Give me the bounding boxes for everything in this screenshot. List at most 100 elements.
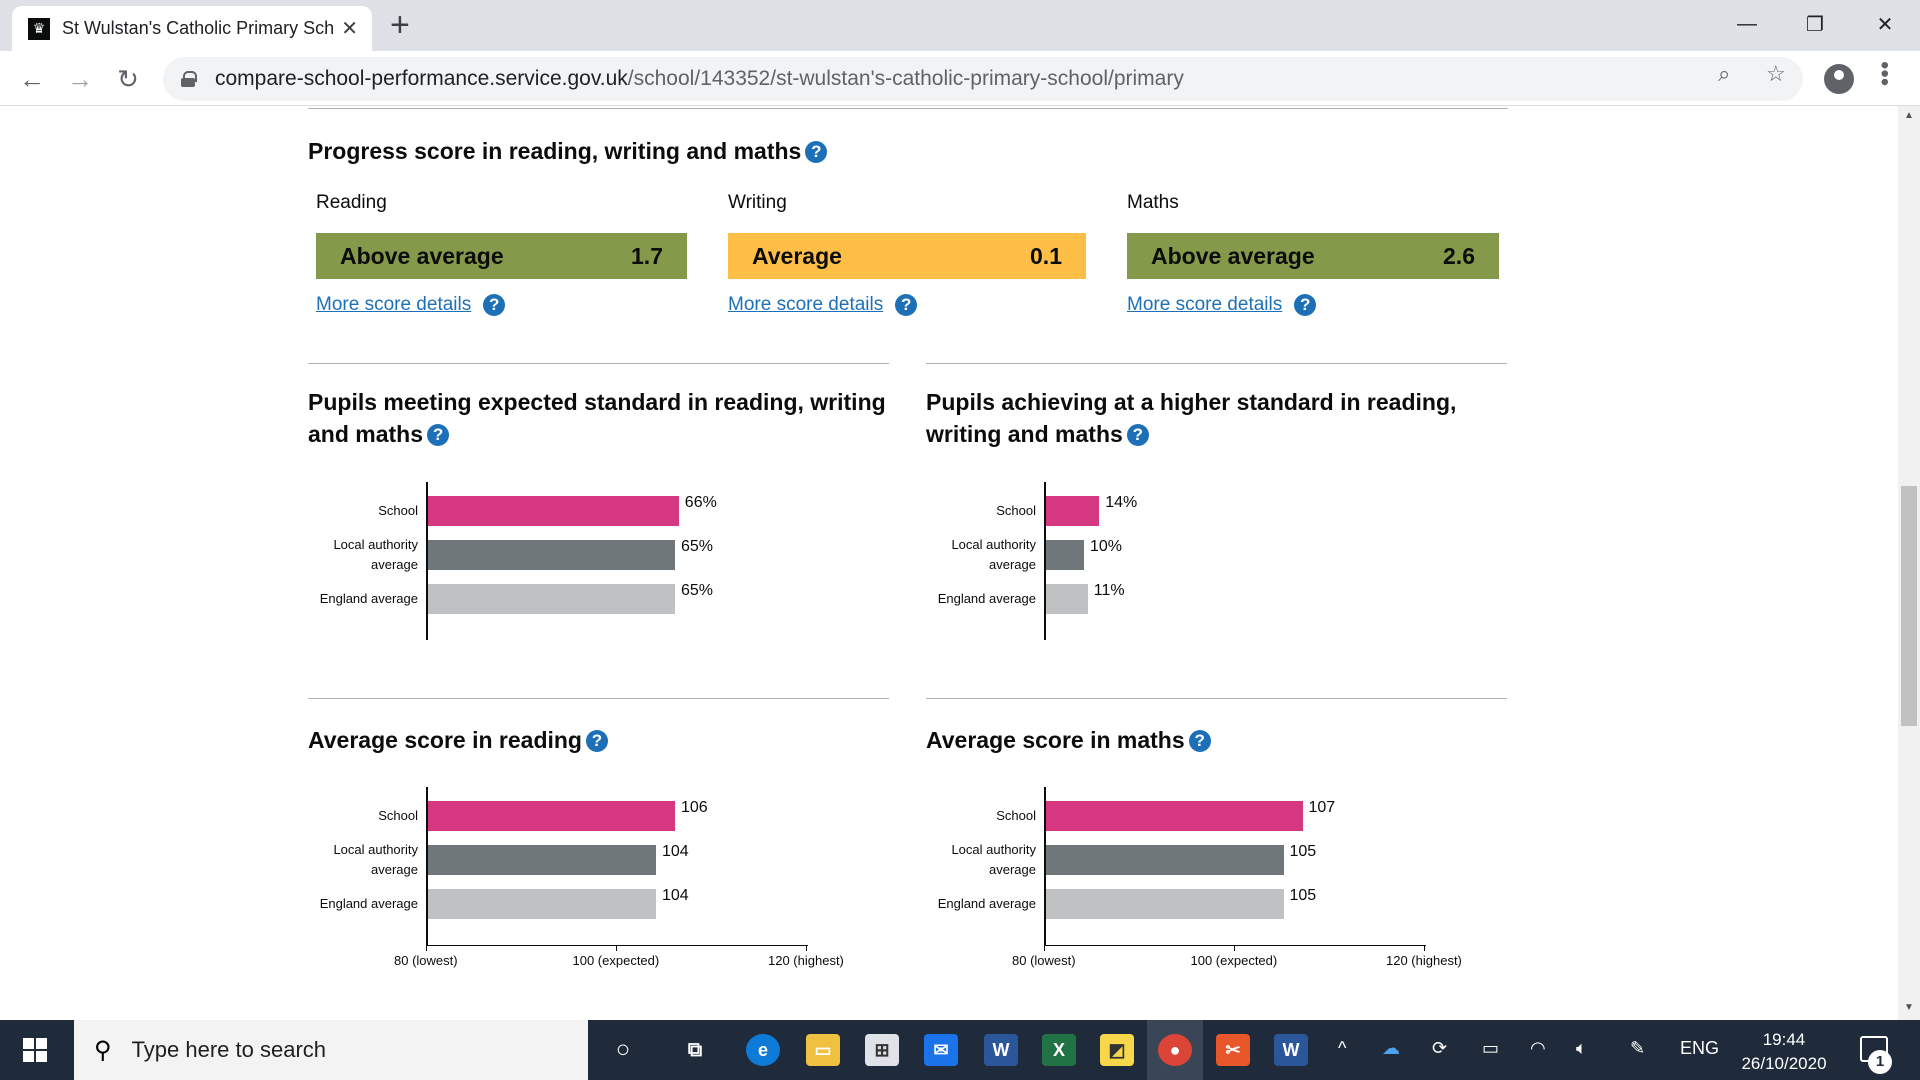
- bar-england: [1046, 889, 1284, 919]
- url-text[interactable]: compare-school-performance.service.gov.u…: [215, 67, 1184, 91]
- page-content: Progress score in reading, writing and m…: [0, 106, 1898, 1020]
- x-tick-label: 120 (highest): [768, 953, 844, 968]
- divider: [308, 698, 889, 699]
- help-icon[interactable]: ?: [805, 141, 828, 163]
- category-label-line: England average: [319, 591, 418, 606]
- category-label-line: average: [989, 557, 1036, 572]
- help-icon[interactable]: ?: [895, 294, 918, 316]
- chart-3-title: Average score in reading?: [308, 724, 608, 756]
- category-label-local-authority: Local authority average: [926, 535, 1036, 575]
- writing-more-link[interactable]: More score details?: [728, 294, 918, 316]
- volume-icon[interactable]: 🔈︎: [1576, 1038, 1587, 1058]
- wifi-icon[interactable]: ◠: [1530, 1038, 1546, 1058]
- chrome-icon[interactable]: ●: [1158, 1034, 1192, 1066]
- scroll-thumb[interactable]: [1901, 486, 1917, 726]
- forward-arrow-icon[interactable]: →: [67, 63, 93, 94]
- taskbar-search-box[interactable]: ⚲ Type here to search: [74, 1020, 588, 1080]
- url-host: compare-school-performance.service.gov.u…: [215, 67, 628, 90]
- address-bar[interactable]: compare-school-performance.service.gov.u…: [163, 57, 1803, 101]
- sticky-notes-icon[interactable]: ◩: [1100, 1034, 1134, 1066]
- language-indicator[interactable]: ENG: [1680, 1038, 1720, 1058]
- help-icon[interactable]: ?: [1188, 730, 1211, 752]
- browser-toolbar: ← → ↻ compare-school-performance.service…: [0, 51, 1920, 106]
- value-label-local-authority: 65%: [681, 538, 714, 555]
- category-label-england: England average: [308, 589, 418, 609]
- bar-school: [1046, 801, 1303, 831]
- zoom-icon[interactable]: ⌕: [1718, 61, 1731, 86]
- clock[interactable]: 19:44 26/10/2020: [1734, 1028, 1834, 1076]
- cortana-icon[interactable]: ○: [615, 1036, 631, 1063]
- chart-higher-standard: School 14% Local authority average 10% Englan…: [926, 476, 1486, 746]
- snip-sketch-icon[interactable]: ✂: [1216, 1034, 1250, 1066]
- show-hidden-icons-icon[interactable]: ^: [1338, 1038, 1347, 1058]
- window-close-icon[interactable]: ✕: [1876, 13, 1894, 36]
- more-link-text[interactable]: More score details: [1127, 294, 1283, 315]
- bar-school: [428, 496, 679, 526]
- more-link-text[interactable]: More score details: [728, 294, 884, 315]
- start-button[interactable]: [0, 1020, 70, 1080]
- chart-average-maths: School 107 Local authority average 105 Englan…: [926, 781, 1486, 1020]
- menu-dots-icon[interactable]: •••: [1871, 61, 1898, 87]
- x-tick-label: 80 (lowest): [394, 953, 458, 968]
- edge-icon[interactable]: e: [746, 1034, 780, 1066]
- help-icon[interactable]: ?: [1126, 424, 1149, 446]
- help-icon[interactable]: ?: [427, 424, 450, 446]
- help-icon[interactable]: ?: [1294, 294, 1317, 316]
- scroll-up-icon[interactable]: ▲: [1904, 110, 1914, 121]
- bookmark-star-icon[interactable]: ☆: [1766, 61, 1786, 86]
- search-placeholder: Type here to search: [131, 1037, 327, 1062]
- help-icon[interactable]: ?: [585, 730, 608, 752]
- bar-school: [1046, 496, 1100, 526]
- scroll-down-icon[interactable]: ▼: [1904, 1002, 1914, 1013]
- task-view-icon[interactable]: ⧉: [687, 1038, 703, 1061]
- minimize-icon[interactable]: —: [1737, 12, 1757, 35]
- onedrive-icon[interactable]: ☁: [1382, 1038, 1400, 1058]
- value-label-school: 106: [681, 799, 708, 816]
- store-icon[interactable]: ⊞: [865, 1034, 899, 1066]
- category-label-line: England average: [937, 896, 1036, 911]
- value-label-school: 14%: [1105, 494, 1138, 511]
- browser-tab-strip: ♛ St Wulstan's Catholic Primary Sch ✕ + …: [0, 0, 1920, 51]
- excel-icon[interactable]: X: [1042, 1034, 1076, 1066]
- help-icon[interactable]: ?: [483, 294, 506, 316]
- new-tab-button[interactable]: +: [390, 6, 410, 44]
- pen-icon[interactable]: ✎: [1630, 1038, 1646, 1058]
- bar-local-authority: [1046, 845, 1284, 875]
- bar-local-authority: [428, 845, 656, 875]
- browser-tab[interactable]: ♛ St Wulstan's Catholic Primary Sch ✕: [12, 6, 372, 51]
- value-label-school: 66%: [684, 494, 717, 511]
- file-explorer-icon[interactable]: ▭: [806, 1034, 840, 1066]
- value-label-local-authority: 104: [662, 843, 689, 860]
- reading-more-link[interactable]: More score details?: [316, 294, 506, 316]
- search-icon: ⚲: [94, 1036, 112, 1064]
- chart-3-title-text: Average score in reading: [308, 727, 582, 753]
- mail-icon[interactable]: ✉: [924, 1034, 958, 1066]
- back-arrow-icon[interactable]: ←: [19, 63, 45, 94]
- vertical-scrollbar[interactable]: ▲ ▼: [1898, 106, 1920, 1020]
- reload-icon[interactable]: ↻: [117, 63, 139, 94]
- chart-4-title: Average score in maths?: [926, 724, 1211, 756]
- word-icon[interactable]: W: [984, 1034, 1018, 1066]
- x-tick: [806, 945, 807, 951]
- battery-icon[interactable]: ▭: [1482, 1038, 1500, 1058]
- y-axis-line: [1044, 482, 1046, 640]
- tab-close-icon[interactable]: ✕: [341, 18, 358, 40]
- y-axis-line: [426, 482, 428, 640]
- bar-england: [428, 584, 675, 614]
- more-link-text[interactable]: More score details: [316, 294, 472, 315]
- category-label-line: Local authority: [333, 537, 418, 552]
- update-icon[interactable]: ⟳: [1432, 1038, 1448, 1058]
- maths-more-link[interactable]: More score details?: [1127, 294, 1317, 316]
- category-label-line: School: [996, 808, 1036, 823]
- profile-avatar-icon[interactable]: [1824, 64, 1854, 94]
- bar-local-authority: [1046, 540, 1084, 570]
- divider: [308, 108, 1508, 109]
- x-tick-label: 120 (highest): [1386, 953, 1462, 968]
- x-tick: [1234, 945, 1235, 951]
- restore-icon[interactable]: ❐: [1806, 13, 1824, 36]
- chart-average-reading: School 106 Local authority average 104 Englan…: [308, 781, 868, 1020]
- word-document-icon[interactable]: W: [1274, 1034, 1308, 1066]
- maths-score-box: Above average 2.6: [1127, 233, 1499, 279]
- maths-score: 2.6: [1443, 242, 1475, 269]
- category-label-line: School: [996, 503, 1036, 518]
